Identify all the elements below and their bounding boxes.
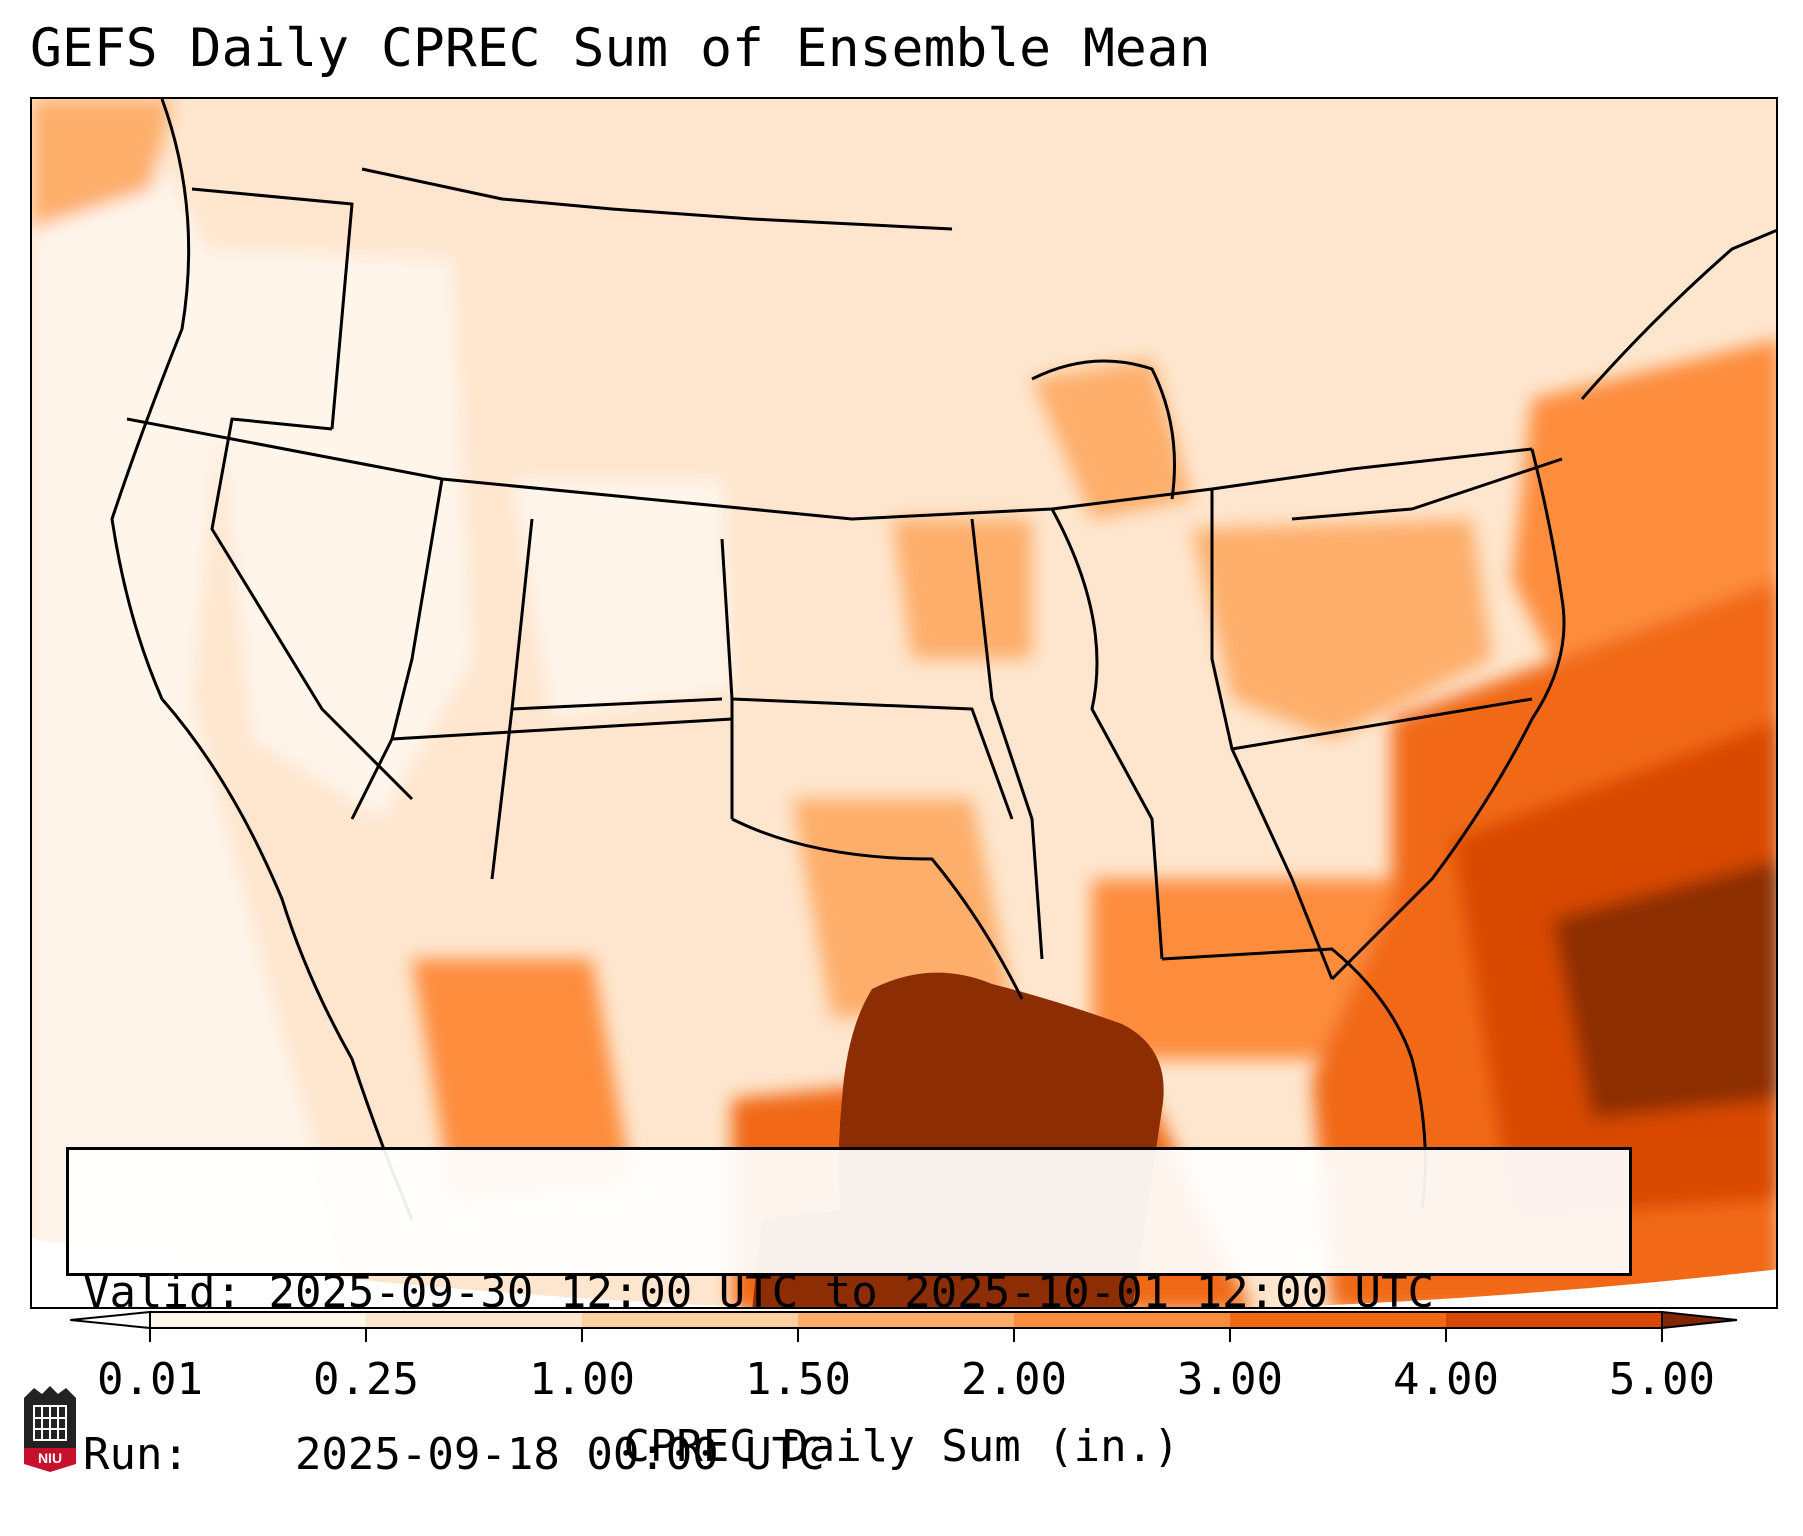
colorbar-under-arrow: [70, 1310, 151, 1330]
alabama-border: [1050, 508, 1164, 960]
west-coast-outline: [110, 99, 414, 1220]
page-title: GEFS Daily CPREC Sum of Ensemble Mean: [30, 18, 1211, 79]
colorbar-segment: [1014, 1312, 1230, 1328]
run-row: Run: 2025-09-18 00:00 UTC: [83, 1428, 1629, 1482]
nevada-border: [210, 417, 414, 801]
colorbar-tick-label: 0.25: [313, 1354, 419, 1405]
utah-arizona-border: [350, 478, 444, 820]
precipitation-map: [30, 97, 1778, 1309]
niu-logo: NIU: [24, 1386, 76, 1472]
colorbar-segment: [1446, 1312, 1662, 1328]
run-label: Run:: [83, 1429, 189, 1480]
mid-border: [731, 697, 1014, 820]
canada-border: [361, 167, 953, 231]
colorbar-segment: [366, 1312, 582, 1328]
four-corners-border: [391, 717, 733, 741]
run-info-box: Valid: 2025-09-30 12:00 UTC to 2025-10-0…: [66, 1147, 1632, 1480]
precipitation-field: [32, 99, 1776, 1307]
colorbar-tick-label: 4.00: [1393, 1354, 1499, 1405]
run-value: 2025-09-18 00:00 UTC: [294, 1429, 825, 1480]
colorbar-outline: [149, 1311, 1663, 1329]
ohio-penn-border: [1291, 457, 1563, 521]
great-lakes-outline: [1031, 359, 1176, 500]
colorbar-segment: [798, 1312, 1014, 1328]
colorbar: [70, 1310, 1738, 1342]
colorbar-tick-label: 1.00: [529, 1354, 635, 1405]
mississippi-border: [970, 518, 1044, 960]
colorbar-segment: [582, 1312, 798, 1328]
new-england-outline: [1580, 229, 1776, 400]
virginia-carolina-border: [1231, 697, 1533, 751]
colorbar-tick-label: 0.01: [97, 1354, 203, 1405]
washington-border: [191, 187, 354, 430]
state-borders: [110, 99, 1776, 1220]
colorbar-over-arrow: [1661, 1310, 1738, 1330]
colorbar-tick-label: 1.50: [745, 1354, 851, 1405]
colorbar-segment: [150, 1312, 366, 1328]
valid-label: Valid:: [83, 1267, 242, 1318]
niu-logo-text: NIU: [38, 1450, 62, 1466]
colorbar-segment: [1230, 1312, 1446, 1328]
co-border: [511, 697, 723, 711]
valid-value: 2025-09-30 12:00 UTC to 2025-10-01 12:00…: [268, 1267, 1435, 1318]
colorbar-tick-label: 3.00: [1177, 1354, 1283, 1405]
texas-border: [731, 817, 1024, 1000]
colorbar-tick-label: 5.00: [1609, 1354, 1715, 1405]
valid-row: Valid: 2025-09-30 12:00 UTC to 2025-10-0…: [83, 1266, 1629, 1320]
east-coast-outline: [1330, 448, 1566, 981]
colorbar-label: CPREC Daily Sum (in.): [623, 1421, 1180, 1472]
colorbar-tick-label: 2.00: [961, 1354, 1067, 1405]
map-canvas: [32, 99, 1776, 1307]
